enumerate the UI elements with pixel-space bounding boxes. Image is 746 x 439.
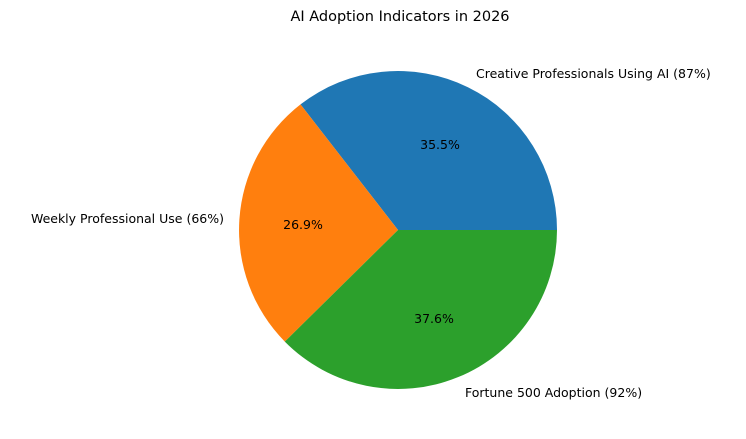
- pct-label-creative: 35.5%: [420, 137, 460, 152]
- slice-fortune-500: [284, 230, 557, 389]
- slice-label-weekly: Weekly Professional Use (66%): [31, 211, 224, 226]
- slice-creative-professionals: [300, 70, 557, 230]
- pct-label-weekly: 26.9%: [283, 217, 323, 232]
- slice-label-fortune: Fortune 500 Adoption (92%): [465, 385, 642, 400]
- chart-title: AI Adoption Indicators in 2026: [290, 9, 510, 25]
- slice-label-creative: Creative Professionals Using AI (87%): [476, 66, 711, 81]
- pct-label-fortune: 37.6%: [414, 311, 454, 326]
- slice-weekly-professional-use: [239, 104, 398, 342]
